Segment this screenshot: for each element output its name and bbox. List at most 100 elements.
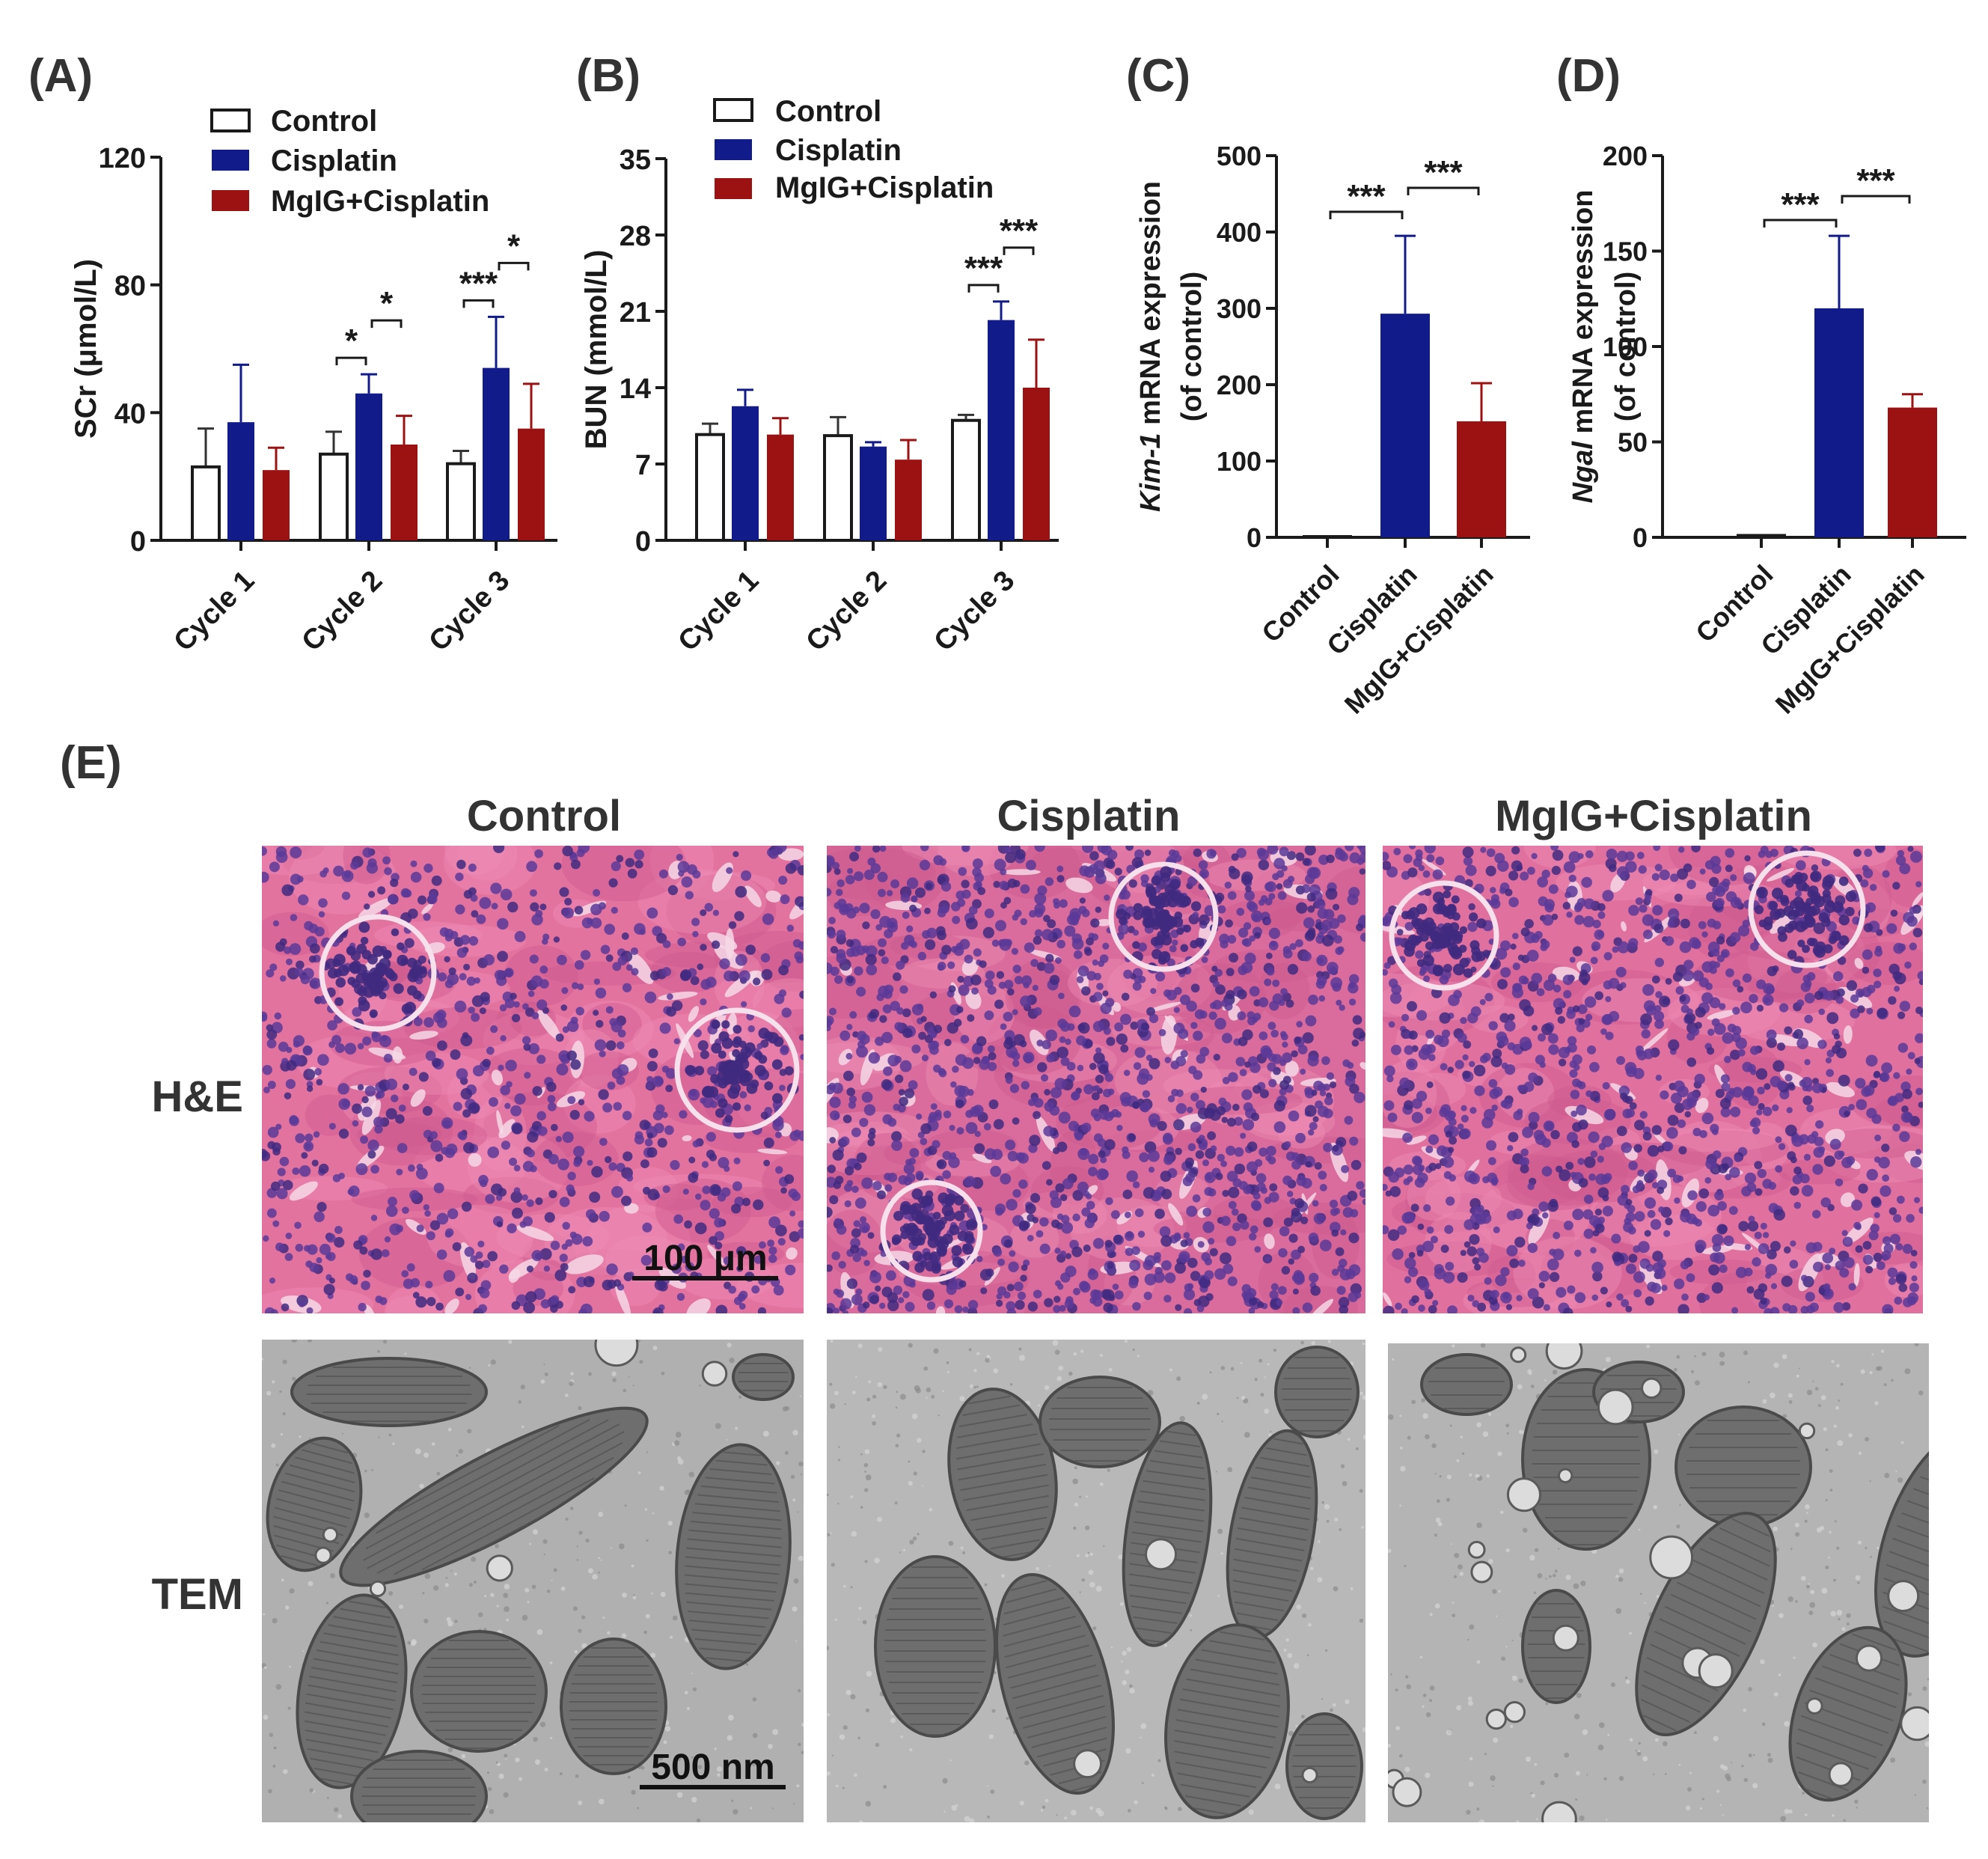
nucleus: [1719, 1098, 1731, 1109]
tissue-patch: [637, 869, 767, 934]
nucleus: [1204, 1187, 1214, 1197]
lumen: [1826, 1081, 1855, 1098]
nucleus: [607, 1081, 616, 1090]
nucleus: [936, 1244, 947, 1256]
nucleus: [1407, 1001, 1417, 1012]
nucleus: [1743, 1086, 1755, 1098]
nucleus: [849, 1245, 860, 1254]
nucleus: [1090, 918, 1100, 928]
nucleus: [1475, 950, 1487, 962]
nucleus: [1387, 1112, 1398, 1123]
nucleus: [1193, 848, 1202, 858]
granule: [570, 1372, 574, 1376]
nucleus: [756, 1043, 763, 1049]
lumen: [961, 959, 979, 976]
nucleus: [1388, 1021, 1395, 1028]
nucleus: [1874, 846, 1885, 852]
nucleus: [1025, 859, 1036, 870]
nucleus: [920, 1123, 932, 1135]
nucleus: [416, 1224, 424, 1233]
nucleus: [283, 946, 292, 954]
nucleus: [1220, 1252, 1232, 1265]
granule: [467, 1429, 472, 1434]
nucleus: [886, 890, 893, 897]
nucleus: [1288, 1110, 1300, 1122]
bar: [1814, 308, 1864, 537]
nucleus: [305, 1133, 314, 1142]
nucleus: [1304, 1087, 1313, 1096]
nucleus: [1551, 865, 1561, 876]
nucleus: [1469, 912, 1478, 922]
nucleus: [622, 983, 632, 992]
nucleus: [573, 1146, 585, 1158]
nucleus: [1160, 1235, 1172, 1247]
nucleus: [831, 1251, 841, 1260]
nucleus: [970, 1106, 981, 1117]
nucleus: [1425, 928, 1434, 936]
he-image-control: [262, 846, 804, 1313]
granule: [468, 1367, 471, 1369]
lumen: [1637, 1028, 1669, 1056]
nucleus: [993, 1119, 1004, 1130]
nucleus: [1793, 1029, 1804, 1040]
nucleus: [1798, 1134, 1809, 1145]
nucleus: [1475, 1248, 1485, 1257]
nucleus: [1424, 846, 1436, 854]
nucleus: [1267, 1156, 1276, 1164]
nucleus: [1692, 1128, 1701, 1137]
nucleus: [648, 1048, 658, 1058]
nucleus: [507, 901, 519, 913]
nucleus: [972, 858, 983, 869]
nucleus: [1680, 918, 1690, 929]
nucleus: [443, 1270, 456, 1282]
nucleus: [1305, 1161, 1312, 1167]
nucleus: [833, 1307, 840, 1313]
nucleus: [1651, 1182, 1659, 1189]
nucleus: [993, 1248, 1003, 1257]
nucleus: [1589, 1062, 1600, 1072]
nucleus: [471, 910, 479, 918]
significance-label: *: [380, 285, 394, 322]
nucleus: [1253, 1191, 1261, 1200]
nucleus: [1643, 1048, 1654, 1060]
nucleus: [395, 1114, 405, 1124]
nucleus: [585, 1209, 596, 1219]
nucleus: [1029, 1135, 1041, 1147]
nucleus: [688, 1156, 696, 1164]
nucleus: [1451, 895, 1460, 904]
nucleus: [1347, 1191, 1358, 1201]
granule: [663, 1740, 667, 1744]
y-tick-label: 28: [620, 221, 651, 252]
nucleus: [1020, 884, 1030, 894]
nucleus: [583, 1276, 595, 1288]
nucleus: [1665, 977, 1672, 985]
significance-label: ***: [1000, 213, 1039, 249]
nucleus: [437, 972, 447, 982]
nucleus: [726, 867, 733, 874]
nucleus: [426, 1231, 435, 1241]
nucleus: [1855, 988, 1865, 998]
nucleus: [1880, 1185, 1891, 1197]
nucleus: [593, 888, 601, 897]
nucleus: [1301, 951, 1312, 962]
nucleus: [1199, 1010, 1208, 1019]
nucleus: [1137, 1230, 1146, 1238]
nucleus: [1312, 1200, 1319, 1207]
nucleus: [1349, 1136, 1359, 1146]
nucleus: [1563, 989, 1572, 999]
nucleus: [1812, 1209, 1821, 1219]
nucleus: [1072, 1190, 1083, 1201]
nucleus: [455, 1287, 465, 1297]
nucleus: [1393, 847, 1401, 855]
nucleus: [1134, 1208, 1144, 1218]
nucleus: [1212, 980, 1220, 988]
nucleus: [1784, 1074, 1793, 1082]
nucleus: [1362, 1198, 1365, 1206]
nucleus: [914, 1228, 923, 1236]
nucleus: [1162, 930, 1170, 939]
nucleus: [1754, 1161, 1763, 1170]
nucleus: [1228, 1072, 1238, 1082]
nucleus: [263, 1235, 269, 1242]
nucleus: [1862, 966, 1870, 974]
nucleus: [285, 1078, 296, 1090]
